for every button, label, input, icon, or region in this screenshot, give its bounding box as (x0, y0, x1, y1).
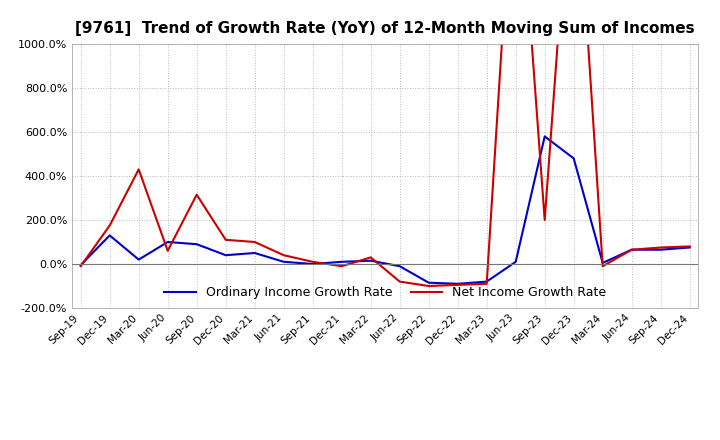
Ordinary Income Growth Rate (279, 259, 288, 264)
Net Income Growth Rate (598, 264, 607, 269)
Ordinary Income Growth Rate (424, 280, 433, 286)
Net Income Growth Rate (685, 244, 694, 249)
Net Income Growth Rate (395, 279, 404, 284)
Ordinary Income Growth Rate (627, 247, 636, 253)
Ordinary Income Growth Rate (598, 260, 607, 266)
Net Income Growth Rate (221, 237, 230, 242)
Ordinary Income Growth Rate (135, 257, 143, 262)
Net Income Growth Rate (366, 255, 375, 260)
Net Income Growth Rate (163, 248, 172, 253)
Ordinary Income Growth Rate (511, 259, 520, 264)
Title: [9761]  Trend of Growth Rate (YoY) of 12-Month Moving Sum of Incomes: [9761] Trend of Growth Rate (YoY) of 12-… (76, 21, 695, 36)
Net Income Growth Rate (482, 281, 491, 286)
Net Income Growth Rate (454, 282, 462, 288)
Ordinary Income Growth Rate (163, 239, 172, 245)
Net Income Growth Rate (627, 247, 636, 253)
Net Income Growth Rate (338, 264, 346, 269)
Net Income Growth Rate (135, 167, 143, 172)
Ordinary Income Growth Rate (105, 233, 114, 238)
Net Income Growth Rate (105, 223, 114, 228)
Net Income Growth Rate (251, 239, 259, 245)
Net Income Growth Rate (424, 283, 433, 289)
Ordinary Income Growth Rate (366, 258, 375, 263)
Ordinary Income Growth Rate (221, 253, 230, 258)
Ordinary Income Growth Rate (395, 264, 404, 269)
Line: Ordinary Income Growth Rate: Ordinary Income Growth Rate (81, 136, 690, 284)
Ordinary Income Growth Rate (541, 134, 549, 139)
Ordinary Income Growth Rate (454, 281, 462, 286)
Net Income Growth Rate (308, 259, 317, 264)
Net Income Growth Rate (76, 264, 85, 269)
Ordinary Income Growth Rate (657, 247, 665, 253)
Net Income Growth Rate (192, 192, 201, 197)
Net Income Growth Rate (657, 245, 665, 250)
Net Income Growth Rate (279, 253, 288, 258)
Ordinary Income Growth Rate (685, 245, 694, 250)
Net Income Growth Rate (541, 217, 549, 223)
Legend: Ordinary Income Growth Rate, Net Income Growth Rate: Ordinary Income Growth Rate, Net Income … (159, 282, 611, 304)
Ordinary Income Growth Rate (338, 259, 346, 264)
Ordinary Income Growth Rate (76, 262, 85, 268)
Line: Net Income Growth Rate: Net Income Growth Rate (81, 0, 690, 286)
Ordinary Income Growth Rate (192, 242, 201, 247)
Ordinary Income Growth Rate (251, 250, 259, 256)
Ordinary Income Growth Rate (308, 261, 317, 267)
Ordinary Income Growth Rate (570, 156, 578, 161)
Ordinary Income Growth Rate (482, 279, 491, 284)
